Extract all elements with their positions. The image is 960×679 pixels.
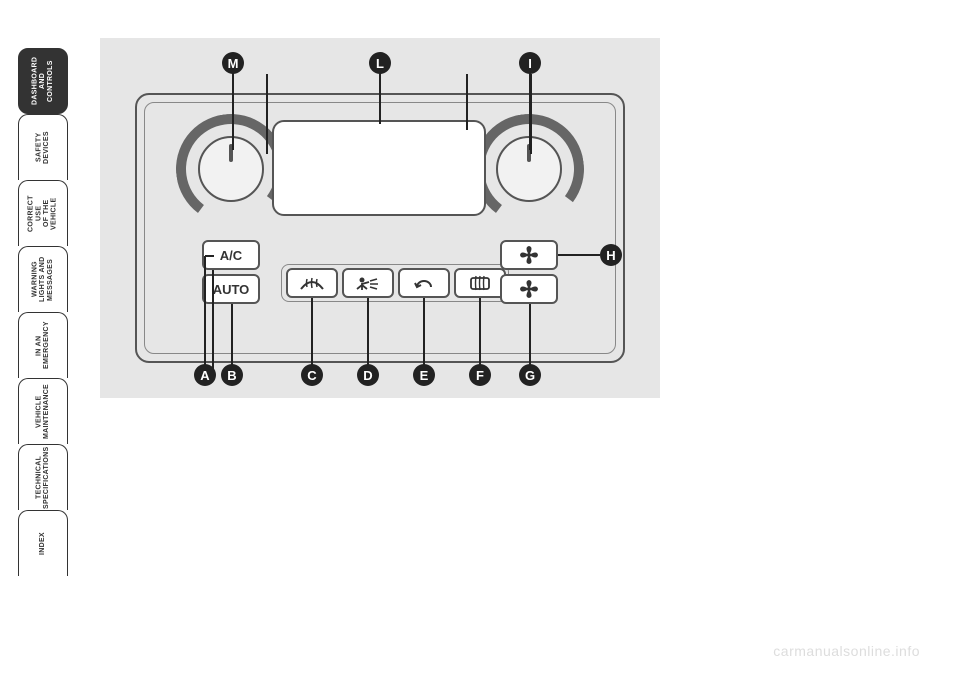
recirculate-icon	[409, 273, 439, 293]
callout-marker-g: G	[519, 364, 541, 386]
callout-lead	[466, 74, 468, 130]
callout-marker-i: I	[519, 52, 541, 74]
fan-speed-down-button	[500, 274, 558, 304]
callout-marker-b: B	[221, 364, 243, 386]
ac-button: A/C	[202, 240, 260, 270]
dial-knob-icon	[198, 136, 264, 202]
tab-dashboard[interactable]: DASHBOARD AND CONTROLS	[18, 48, 68, 114]
callout-lead	[530, 74, 532, 154]
airflow-button	[342, 268, 394, 298]
rear-defrost-button	[454, 268, 506, 298]
temperature-dial-right	[474, 114, 584, 224]
fan-icon	[518, 244, 540, 266]
tab-index[interactable]: INDEX	[18, 510, 68, 576]
tab-correct-use[interactable]: CORRECT USE OF THE VEHICLE	[18, 180, 68, 246]
tab-maintenance[interactable]: VEHICLE MAINTENANCE	[18, 378, 68, 444]
front-defrost-button	[286, 268, 338, 298]
climate-control-diagram: A/C AUTO	[100, 38, 660, 398]
front-defrost-icon	[297, 273, 327, 293]
tab-tech-specs[interactable]: TECHNICAL SPECIFICATIONS	[18, 444, 68, 510]
watermark-text: carmanualsonline.info	[773, 643, 920, 659]
callout-marker-f: F	[469, 364, 491, 386]
rear-defrost-icon	[465, 273, 495, 293]
fan-icon	[518, 278, 540, 300]
callout-marker-e: E	[413, 364, 435, 386]
ac-button-label: A/C	[220, 248, 242, 263]
temperature-dial-left	[176, 114, 286, 224]
section-tabs: DASHBOARD AND CONTROLS SAFETY DEVICES CO…	[18, 48, 68, 576]
callout-marker-l: L	[369, 52, 391, 74]
recirculate-button	[398, 268, 450, 298]
callout-marker-m: M	[222, 52, 244, 74]
callout-marker-h: H	[600, 244, 622, 266]
dial-knob-icon	[496, 136, 562, 202]
fan-speed-up-button	[500, 240, 558, 270]
airflow-body-icon	[353, 273, 383, 293]
tab-safety[interactable]: SAFETY DEVICES	[18, 114, 68, 180]
callout-lead	[212, 270, 214, 374]
tab-emergency[interactable]: IN AN EMERGENCY	[18, 312, 68, 378]
callout-marker-a: A	[194, 364, 216, 386]
callout-marker-d: D	[357, 364, 379, 386]
auto-button-label: AUTO	[213, 282, 250, 297]
tab-warning-lights[interactable]: WARNING LIGHTS AND MESSAGES	[18, 246, 68, 312]
climate-display	[272, 120, 486, 216]
callout-lead	[266, 74, 268, 154]
callout-marker-c: C	[301, 364, 323, 386]
auto-button: AUTO	[202, 274, 260, 304]
